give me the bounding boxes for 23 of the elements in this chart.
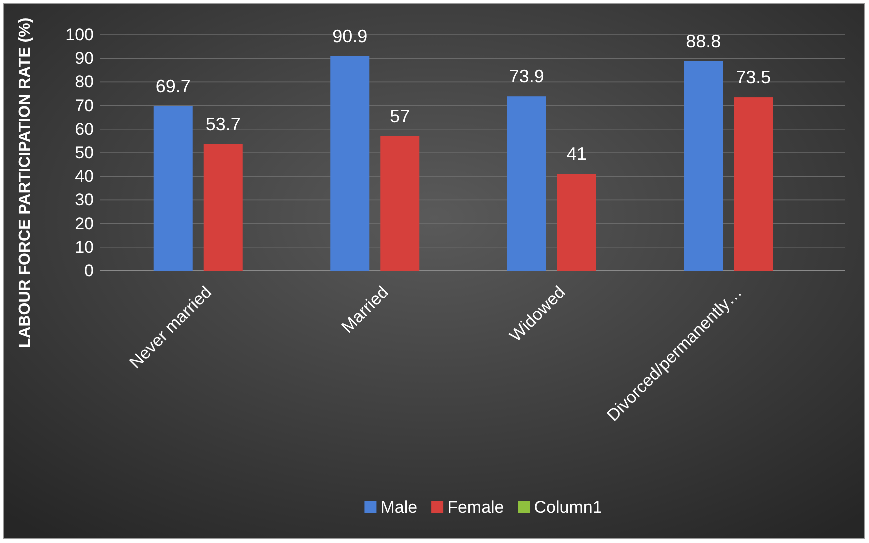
data-label: 73.5 (736, 68, 772, 88)
legend-label: Male (380, 498, 418, 517)
y-tick-label: 70 (75, 96, 94, 116)
data-label: 73.9 (509, 66, 544, 87)
y-tick-label: 10 (75, 238, 94, 257)
y-axis-title: LABOUR FORCE PARTICIPATION RATE (%) (17, 18, 34, 348)
y-tick-label: 60 (75, 120, 94, 139)
data-label: 69.7 (156, 76, 191, 97)
y-tick-label: 80 (75, 72, 94, 92)
data-label: 41 (566, 144, 587, 164)
data-label: 53.7 (206, 114, 241, 134)
data-label: 57 (390, 106, 410, 126)
legend-label: Column1 (534, 498, 602, 517)
data-label: 90.9 (332, 26, 368, 46)
y-tick-label: 0 (84, 261, 94, 280)
data-label: 88.8 (686, 31, 722, 52)
y-tick-label: 20 (75, 214, 94, 234)
y-tick-label: 90 (75, 49, 94, 68)
y-tick-label: 40 (75, 167, 94, 186)
y-tick-label: 100 (66, 25, 94, 44)
y-tick-label: 30 (75, 190, 94, 210)
y-tick-label: 50 (75, 143, 94, 162)
legend-label: Female (448, 498, 504, 517)
